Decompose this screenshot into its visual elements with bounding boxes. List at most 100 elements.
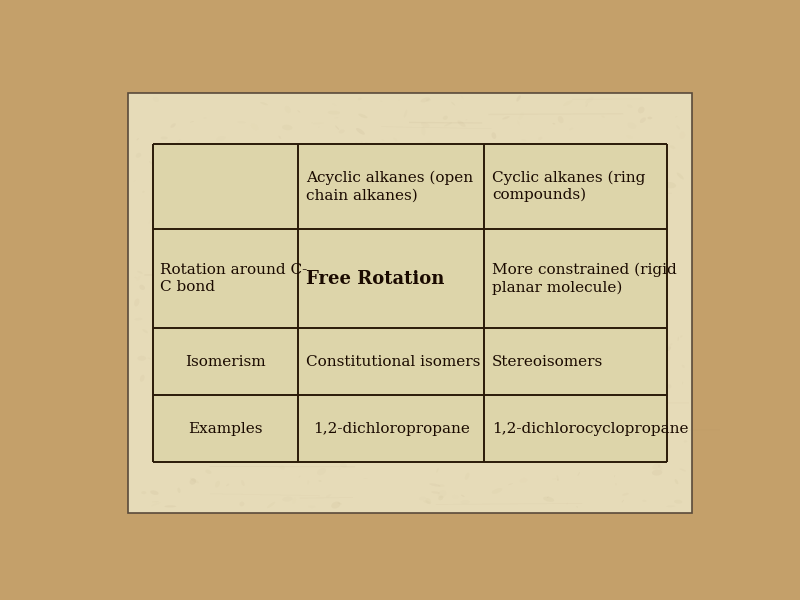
- Ellipse shape: [547, 255, 550, 257]
- Ellipse shape: [178, 488, 181, 493]
- Ellipse shape: [486, 163, 498, 170]
- Text: Isomerism: Isomerism: [186, 355, 266, 369]
- Ellipse shape: [274, 365, 283, 367]
- Ellipse shape: [426, 214, 434, 217]
- Ellipse shape: [205, 230, 214, 235]
- Ellipse shape: [335, 125, 339, 130]
- Ellipse shape: [538, 137, 542, 140]
- Ellipse shape: [588, 197, 590, 200]
- Ellipse shape: [611, 265, 612, 266]
- Ellipse shape: [142, 191, 145, 193]
- Ellipse shape: [506, 460, 508, 463]
- Ellipse shape: [153, 204, 158, 208]
- Ellipse shape: [443, 213, 450, 221]
- Ellipse shape: [414, 174, 419, 181]
- Ellipse shape: [372, 255, 383, 259]
- Ellipse shape: [381, 281, 386, 287]
- Ellipse shape: [368, 419, 373, 424]
- Ellipse shape: [490, 299, 495, 304]
- Ellipse shape: [654, 358, 658, 361]
- Ellipse shape: [634, 172, 637, 176]
- Ellipse shape: [594, 446, 606, 451]
- Ellipse shape: [223, 167, 233, 171]
- Ellipse shape: [386, 370, 391, 374]
- Ellipse shape: [596, 212, 601, 220]
- Ellipse shape: [430, 437, 434, 441]
- Ellipse shape: [337, 337, 342, 341]
- Ellipse shape: [179, 185, 181, 188]
- Ellipse shape: [139, 285, 145, 290]
- Ellipse shape: [385, 209, 387, 210]
- Ellipse shape: [603, 361, 612, 364]
- Ellipse shape: [576, 382, 578, 383]
- Ellipse shape: [492, 251, 494, 253]
- Ellipse shape: [147, 358, 151, 359]
- Ellipse shape: [190, 121, 194, 122]
- Ellipse shape: [648, 455, 650, 456]
- Ellipse shape: [677, 173, 684, 179]
- Ellipse shape: [150, 490, 158, 495]
- Text: More constrained (rigid
planar molecule): More constrained (rigid planar molecule): [492, 263, 677, 295]
- Ellipse shape: [241, 272, 251, 276]
- Ellipse shape: [194, 424, 200, 432]
- Ellipse shape: [661, 347, 664, 348]
- Ellipse shape: [547, 497, 549, 498]
- Ellipse shape: [534, 346, 538, 350]
- Ellipse shape: [561, 365, 568, 367]
- Ellipse shape: [561, 446, 572, 448]
- Ellipse shape: [469, 169, 472, 171]
- Ellipse shape: [450, 418, 454, 426]
- Ellipse shape: [434, 386, 446, 391]
- Ellipse shape: [510, 192, 511, 193]
- Ellipse shape: [567, 166, 571, 172]
- Ellipse shape: [473, 285, 475, 289]
- Ellipse shape: [228, 412, 235, 415]
- Ellipse shape: [243, 175, 245, 177]
- Ellipse shape: [207, 168, 210, 170]
- Ellipse shape: [379, 395, 385, 400]
- Ellipse shape: [622, 500, 624, 502]
- Ellipse shape: [558, 375, 561, 378]
- Text: Acyclic alkanes (open
chain alkanes): Acyclic alkanes (open chain alkanes): [306, 170, 473, 202]
- Text: Stereoisomers: Stereoisomers: [492, 355, 603, 369]
- Ellipse shape: [420, 388, 428, 394]
- Ellipse shape: [571, 257, 582, 260]
- Ellipse shape: [562, 195, 570, 203]
- Ellipse shape: [562, 263, 566, 266]
- Ellipse shape: [177, 322, 182, 328]
- Ellipse shape: [480, 226, 482, 230]
- Ellipse shape: [491, 287, 492, 289]
- Ellipse shape: [149, 161, 154, 166]
- Ellipse shape: [227, 314, 235, 322]
- Ellipse shape: [578, 472, 580, 476]
- Ellipse shape: [558, 281, 561, 282]
- Ellipse shape: [471, 353, 474, 355]
- Ellipse shape: [439, 239, 449, 245]
- Ellipse shape: [374, 243, 382, 250]
- Ellipse shape: [588, 409, 591, 411]
- Ellipse shape: [162, 422, 164, 424]
- Ellipse shape: [164, 505, 176, 508]
- Ellipse shape: [310, 324, 319, 329]
- Ellipse shape: [576, 506, 578, 508]
- Ellipse shape: [425, 320, 426, 323]
- Ellipse shape: [500, 452, 505, 455]
- Ellipse shape: [434, 271, 441, 274]
- Ellipse shape: [526, 407, 530, 411]
- Ellipse shape: [647, 116, 652, 119]
- Ellipse shape: [374, 326, 381, 331]
- Ellipse shape: [220, 428, 225, 433]
- Bar: [153, 143, 667, 463]
- Ellipse shape: [558, 187, 566, 194]
- FancyBboxPatch shape: [128, 93, 692, 513]
- Ellipse shape: [575, 338, 580, 341]
- Ellipse shape: [656, 407, 659, 409]
- Ellipse shape: [171, 158, 180, 162]
- Ellipse shape: [562, 211, 571, 213]
- Ellipse shape: [154, 189, 163, 193]
- Ellipse shape: [442, 184, 446, 188]
- Ellipse shape: [356, 128, 365, 135]
- Ellipse shape: [278, 338, 286, 344]
- Ellipse shape: [552, 362, 557, 365]
- Ellipse shape: [376, 388, 383, 395]
